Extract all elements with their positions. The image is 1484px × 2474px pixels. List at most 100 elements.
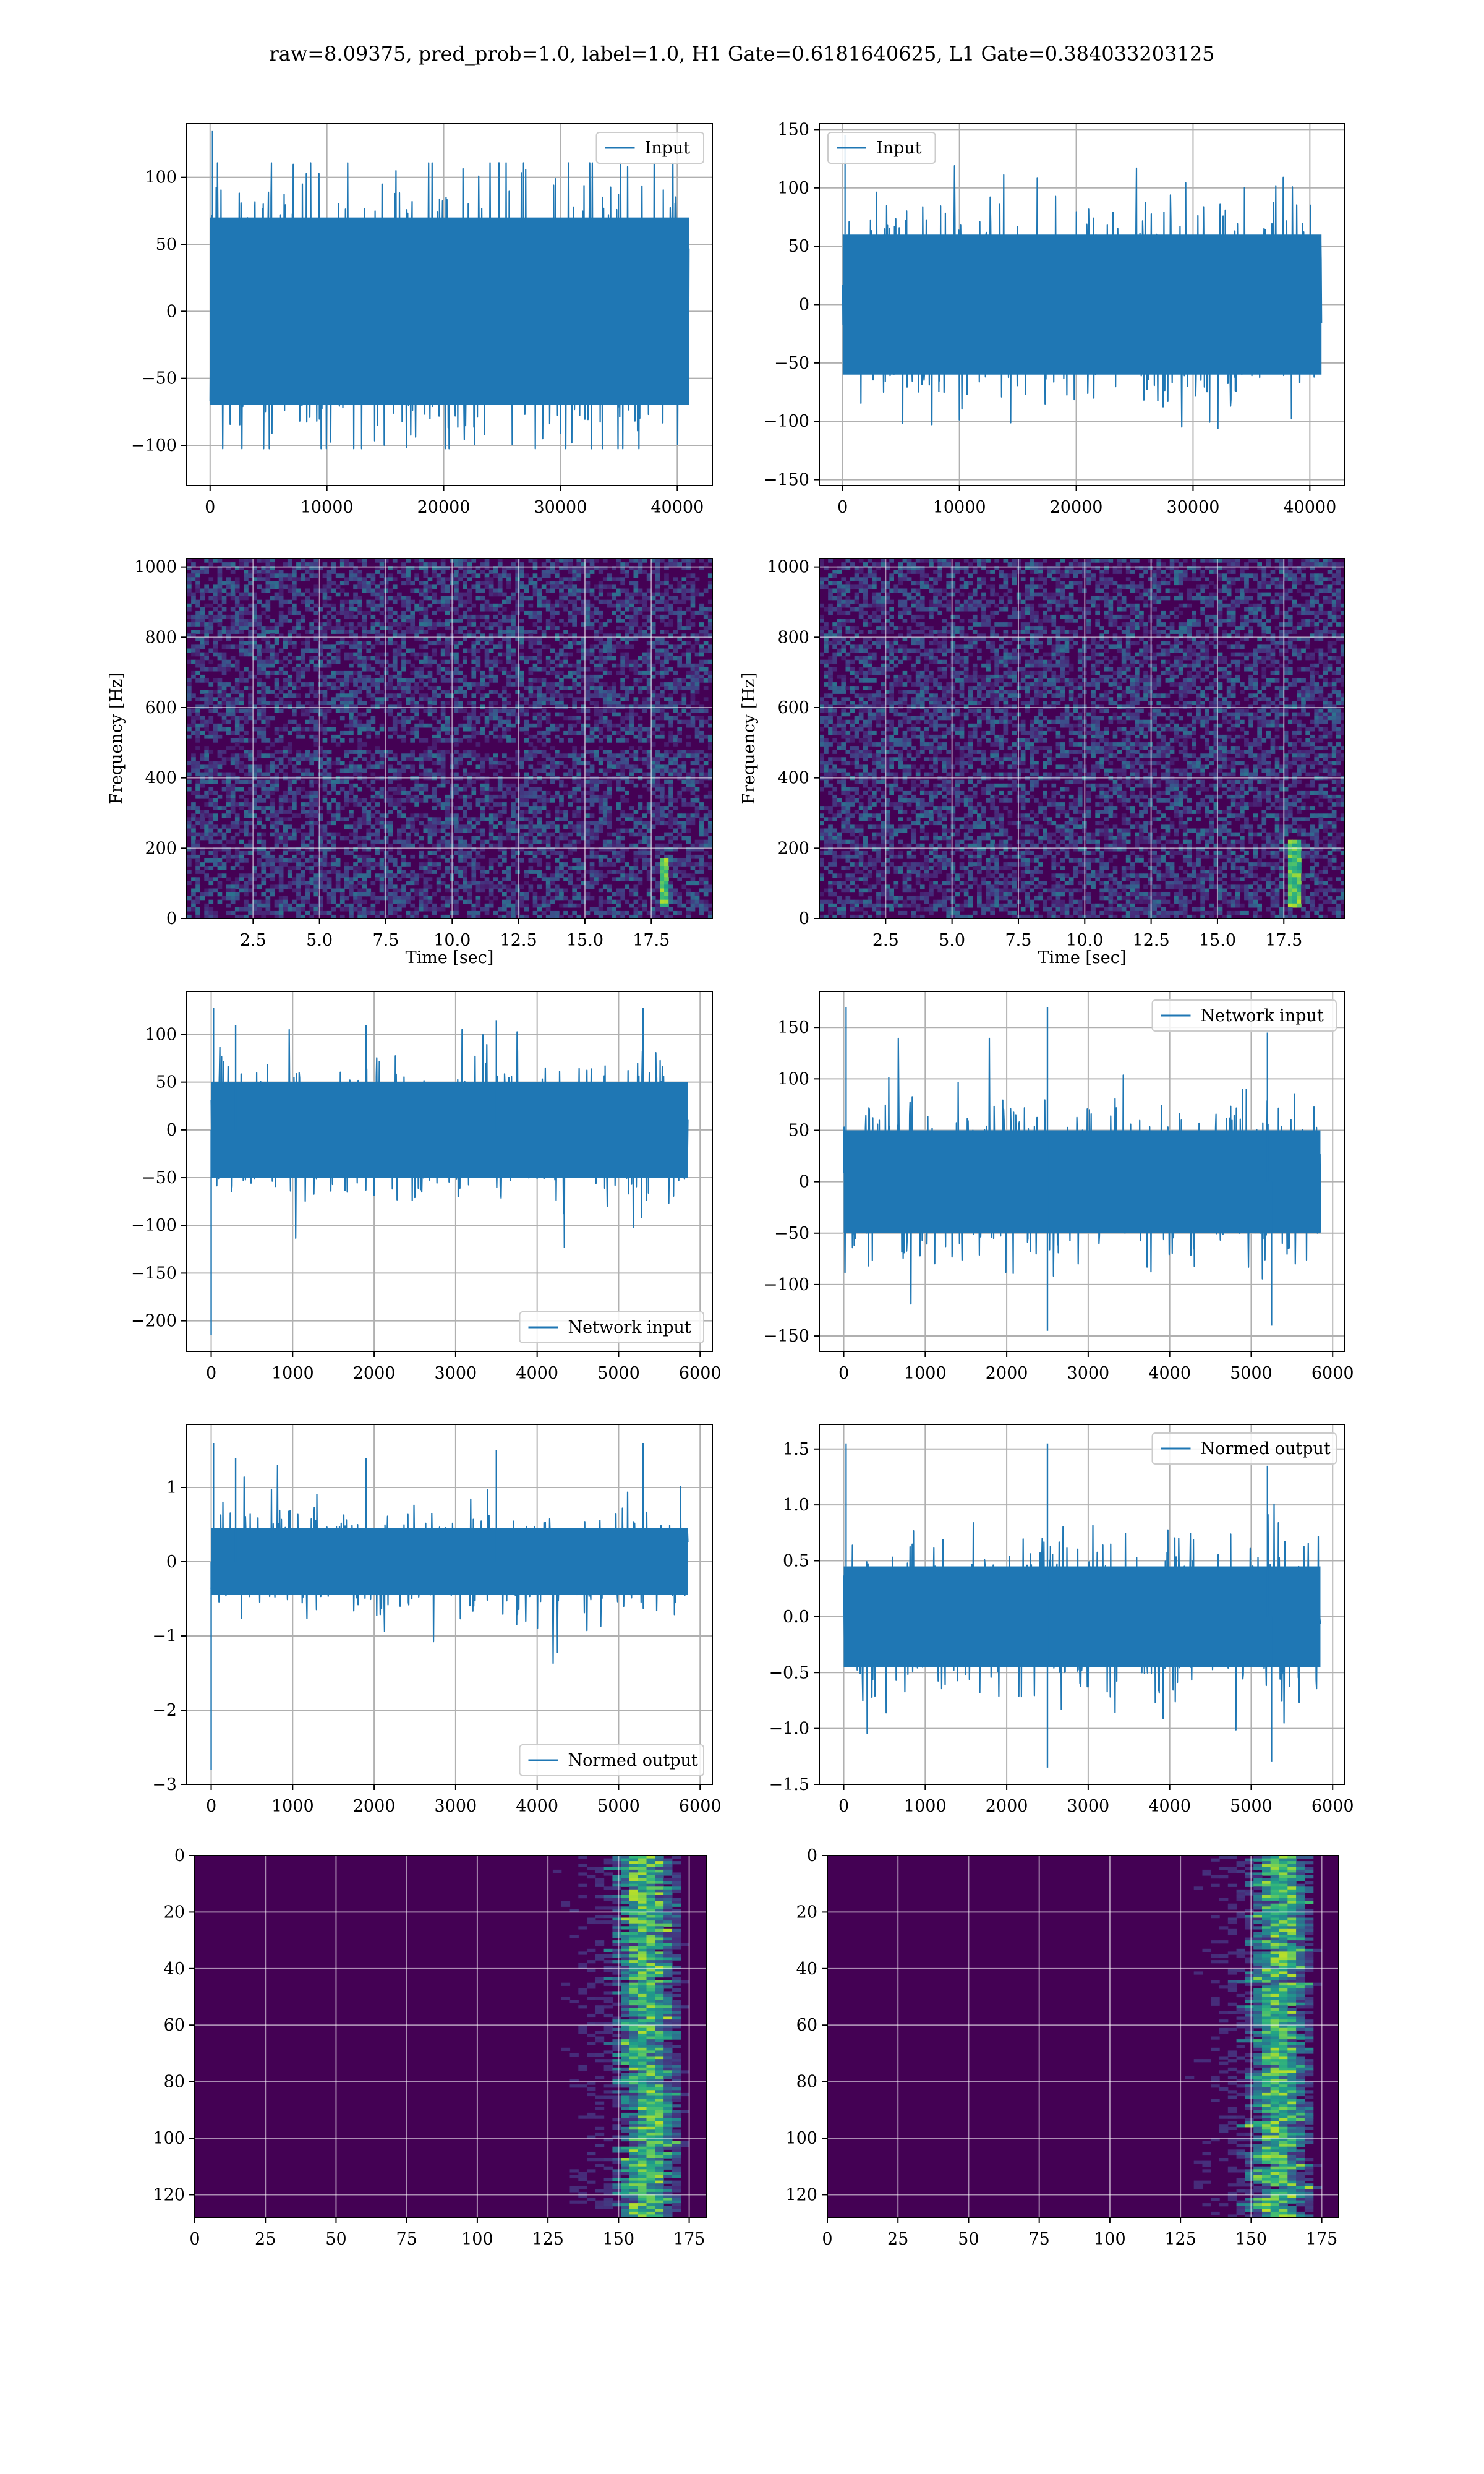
h1-spectrogram-cell: [187, 734, 192, 739]
h1-spectrogram-cell: [576, 570, 582, 574]
h1-spectrogram-cell: [642, 686, 647, 690]
h1-spectrogram-cell: [607, 813, 612, 818]
h1-spectrogram-cell: [366, 648, 372, 653]
h1-spectrogram-cell: [568, 730, 573, 735]
h1-spectrogram-cell: [677, 618, 682, 623]
h1-spectrogram-cell: [568, 716, 573, 721]
h1-spectrogram-cell: [283, 824, 288, 829]
h1-spectrogram-cell: [331, 670, 336, 675]
h1-spectrogram-cell: [650, 742, 656, 747]
h1-spectrogram-cell: [335, 652, 341, 657]
h1-spectrogram-cell: [270, 806, 275, 810]
h1-spectrogram-cell: [598, 630, 603, 634]
h1-spectrogram-cell: [309, 824, 314, 829]
h1-spectrogram-cell: [375, 764, 380, 769]
h1-spectrogram-cell: [401, 753, 406, 758]
h1-spectrogram-cell: [625, 570, 629, 574]
h1-spectrogram-cell: [335, 592, 341, 597]
h1-spectrogram-cell: [287, 599, 292, 604]
h1-spectrogram-cell: [493, 663, 498, 668]
h1-spectrogram-cell: [353, 690, 358, 694]
h1-spectrogram-cell: [331, 644, 336, 649]
h1-spectrogram-cell: [410, 817, 415, 821]
h1-spectrogram-cell: [234, 599, 240, 604]
h1-spectrogram-cell: [239, 839, 244, 844]
h1-spectrogram-cell: [681, 592, 687, 597]
h1-spectrogram-cell: [274, 787, 279, 792]
h1-spectrogram-cell: [616, 670, 621, 675]
h1-spectrogram-cell: [555, 828, 560, 833]
h1-spectrogram-cell: [406, 618, 411, 623]
h1-spectrogram-cell: [313, 663, 319, 668]
h1-spectrogram-cell: [524, 757, 529, 761]
h1-spectrogram-cell: [357, 753, 362, 758]
h1-spectrogram-cell: [335, 817, 341, 821]
h1-spectrogram-cell: [519, 637, 524, 641]
h1-spectrogram-cell: [699, 802, 704, 807]
h1-spectrogram-cell: [532, 614, 538, 619]
h1-spectrogram-cell: [335, 686, 341, 690]
h1-spectrogram-cell: [616, 626, 621, 630]
h1-spectrogram-cell: [598, 659, 603, 664]
h1-spectrogram-cell: [480, 817, 485, 821]
h1-spectrogram-cell: [397, 648, 402, 653]
h1-spectrogram-cell: [515, 599, 520, 604]
h1-spectrogram-cell: [677, 832, 682, 837]
h1-spectrogram-cell: [607, 783, 612, 788]
h1-spectrogram-cell: [493, 674, 498, 679]
h1-spectrogram-cell: [589, 678, 595, 683]
h1-spectrogram-cell: [436, 730, 441, 735]
h1-spectrogram-cell: [432, 641, 437, 646]
h1-spectrogram-cell: [213, 761, 218, 766]
h1-spectrogram-cell: [270, 798, 275, 803]
h1-spectrogram-cell: [589, 659, 595, 664]
h1-spectrogram-cell: [397, 686, 402, 690]
h1-spectrogram-cell: [305, 663, 310, 668]
h1-spectrogram-cell: [252, 738, 257, 743]
h1-spectrogram-cell: [467, 738, 472, 743]
h1-spectrogram-cell: [208, 622, 214, 627]
h1-spectrogram-cell: [686, 712, 691, 717]
h1-spectrogram-cell: [217, 794, 223, 799]
h1-spectrogram-cell: [537, 697, 542, 701]
h1-spectrogram-cell: [410, 686, 415, 690]
h1-spectrogram-cell: [475, 719, 481, 724]
h1-spectrogram-cell: [633, 757, 639, 761]
h1-spectrogram-cell: [581, 652, 586, 657]
h1-spectrogram-cell: [339, 836, 345, 841]
h1-spectrogram-cell: [471, 659, 477, 664]
h1-spectrogram-cell: [541, 562, 547, 567]
h1-spectrogram-cell: [208, 588, 214, 593]
h1-spectrogram-cell: [200, 610, 205, 615]
h1-spectrogram-cell: [436, 847, 441, 852]
h1-spectrogram-cell: [410, 618, 415, 623]
h1-spectrogram-cell: [440, 570, 446, 574]
h1-spectrogram-cell: [436, 843, 441, 848]
h1-spectrogram-cell: [204, 727, 209, 732]
h1-spectrogram-cell: [401, 581, 406, 586]
h1-spectrogram-cell: [690, 719, 696, 724]
h1-spectrogram-cell: [244, 798, 249, 803]
h1-spectrogram-cell: [506, 670, 511, 675]
h1-spectrogram-cell: [414, 817, 419, 821]
h1-spectrogram-cell: [497, 581, 503, 586]
h1-spectrogram-cell: [362, 806, 367, 810]
h1-spectrogram-cell: [511, 633, 516, 638]
h1-spectrogram-cell: [633, 682, 639, 687]
h1-spectrogram-cell: [296, 787, 301, 792]
h1-spectrogram-cell: [690, 603, 696, 608]
h1-spectrogram-cell: [598, 757, 603, 761]
h1-spectrogram-cell: [646, 663, 652, 668]
h1-spectrogram-cell: [265, 659, 271, 664]
h1-spectrogram-cell: [230, 592, 236, 597]
h1-spectrogram-cell: [292, 790, 297, 795]
h1-spectrogram-cell: [497, 559, 503, 563]
h1-spectrogram-cell: [401, 656, 406, 661]
h1-spectrogram-cell: [502, 630, 507, 634]
h1-spectrogram-cell: [335, 761, 341, 766]
h1-spectrogram-cell: [625, 596, 629, 601]
h1-spectrogram-cell: [397, 633, 402, 638]
h1-spectrogram-cell: [699, 648, 704, 653]
h1-spectrogram-cell: [629, 630, 634, 634]
h1-spectrogram-cell: [357, 824, 362, 829]
